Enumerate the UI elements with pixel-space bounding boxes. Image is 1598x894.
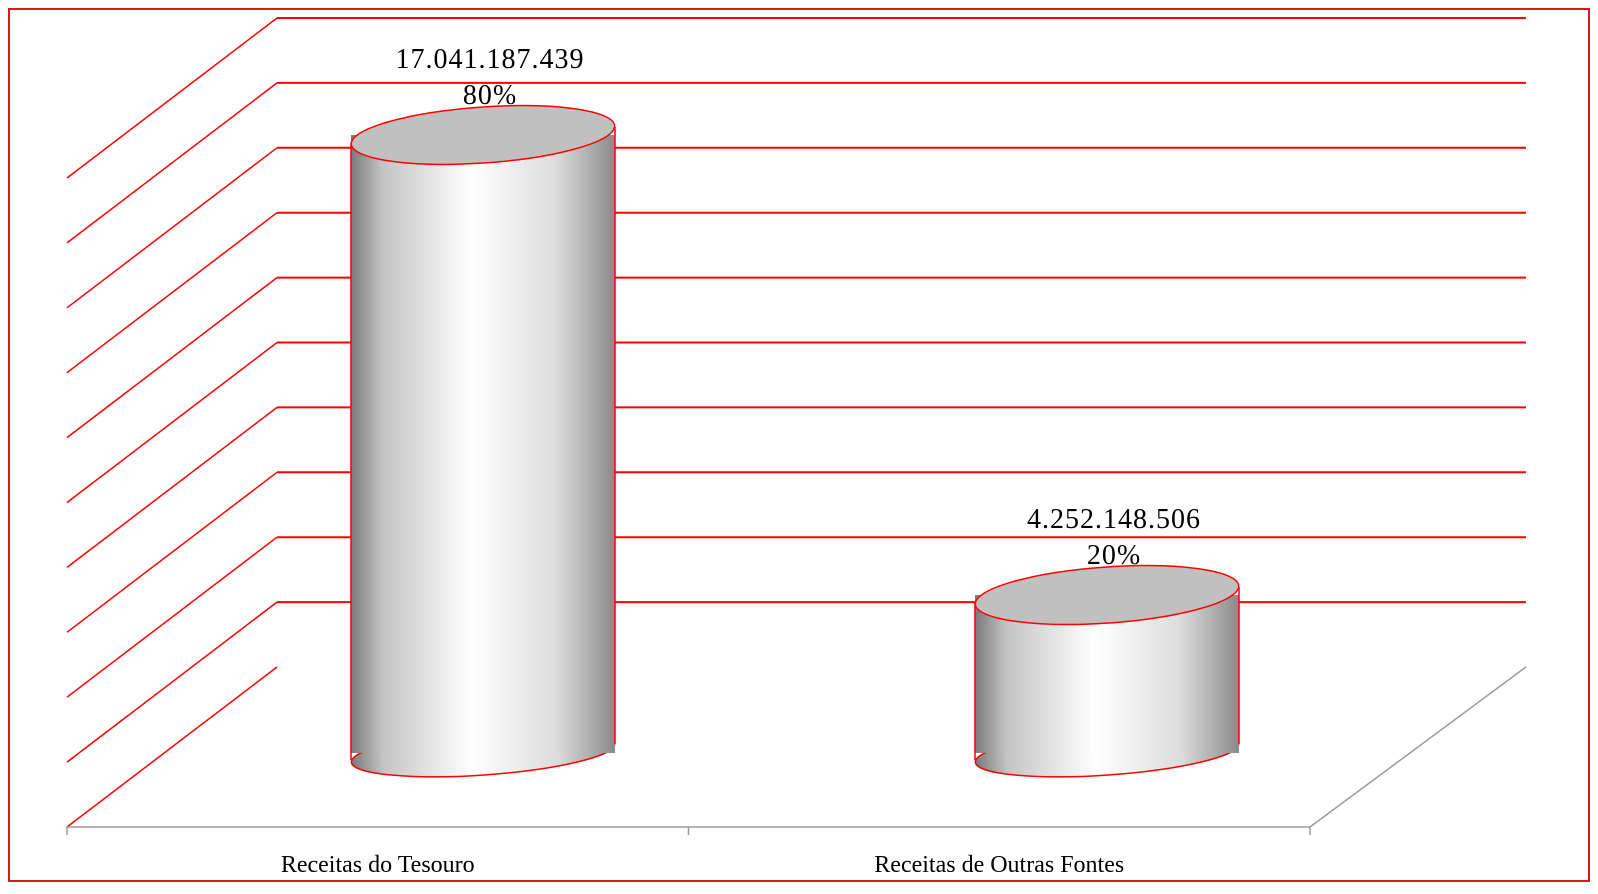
cylinder-body (351, 135, 615, 753)
gridline-side (66, 212, 278, 374)
data-label-value: 17.041.187.439 (396, 44, 585, 75)
category-label: Receitas do Tesouro (281, 852, 475, 878)
floor-right-edge (1309, 666, 1527, 828)
data-label-percent: 20% (1087, 540, 1141, 571)
gridline-side (66, 406, 278, 568)
cylinder-top (974, 564, 1240, 626)
gridline-side (66, 147, 278, 309)
gridline-side (66, 471, 278, 633)
chart-border (8, 8, 1590, 882)
gridline-side (66, 601, 278, 763)
cylinder-bar (974, 564, 1240, 778)
data-label-percent: 80% (463, 80, 517, 111)
gridline-side (66, 536, 278, 698)
category-labels: Receitas do Tesouro Receitas de Outras Fo… (281, 852, 1124, 878)
category-label: Receitas de Outras Fontes (874, 852, 1124, 878)
data-label-value: 4.252.148.506 (1027, 504, 1201, 535)
gridline-side (66, 82, 278, 244)
gridline-side (66, 666, 278, 828)
gridline-side (66, 341, 278, 504)
cylinder-top (350, 104, 616, 166)
chart-floor (66, 666, 1527, 835)
data-labels: 17.041.187.439 80% 4.252.148.506 20% (396, 44, 1201, 571)
cylinder-bar (350, 104, 616, 778)
gridline-side (66, 277, 278, 439)
gridline-side (66, 17, 278, 179)
bars (350, 104, 1240, 778)
